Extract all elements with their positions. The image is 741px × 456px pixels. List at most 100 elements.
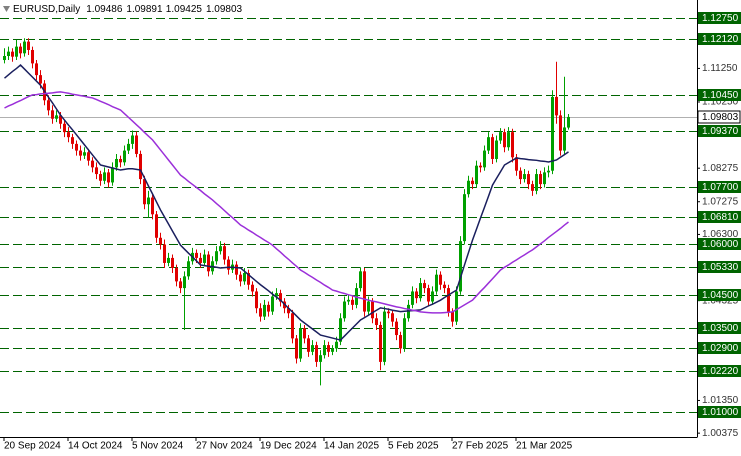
candle-body (155, 214, 158, 238)
candle-body (307, 338, 310, 352)
candle-body (483, 150, 486, 168)
level-label: 1.12120 (702, 34, 739, 45)
candle-body (391, 313, 394, 322)
candle-body (163, 244, 166, 263)
candle-body (503, 132, 506, 148)
candle-body (87, 152, 90, 161)
candle-body (67, 132, 70, 138)
candle-body (15, 46, 18, 57)
candle-body (275, 293, 278, 297)
candle-body (491, 137, 494, 159)
candle-body (567, 116, 570, 128)
candle-body (247, 273, 250, 285)
header-close: 1.09803 (206, 4, 243, 15)
y-tick-label: 1.06300 (702, 229, 739, 240)
y-tick-label: 1.11250 (702, 63, 738, 74)
candle-body (147, 197, 150, 205)
candle-body (315, 345, 318, 362)
candle-body (123, 150, 126, 163)
candle-body (555, 96, 558, 116)
candle-body (107, 172, 110, 183)
candle-body (291, 313, 294, 339)
candle-body (379, 324, 382, 362)
level-label-box (698, 12, 741, 24)
candle-body (467, 180, 470, 195)
chart-title: EURUSD,Daily (13, 4, 80, 15)
candle-body (299, 328, 302, 359)
candle-body (515, 157, 518, 171)
candle-body (219, 246, 222, 252)
header-open: 1.09486 (86, 4, 123, 15)
candle-body (375, 318, 378, 325)
moving-average-line (4, 91, 569, 314)
candle-body (455, 291, 458, 322)
level-label-box (698, 33, 741, 45)
candle-body (447, 288, 450, 312)
candle-body (563, 127, 566, 151)
level-label: 1.02220 (702, 366, 739, 377)
level-label-box (698, 342, 741, 354)
candle-body (507, 132, 510, 148)
y-tick-label: 1.01350 (702, 395, 739, 406)
candle-body (439, 274, 442, 285)
candle-body (127, 143, 130, 151)
level-label: 1.10450 (702, 90, 739, 101)
candle-body (435, 274, 438, 292)
candle-body (47, 100, 50, 111)
level-label: 1.02900 (702, 343, 739, 354)
level-label-box (698, 289, 741, 301)
candle-body (411, 291, 414, 305)
candle-body (371, 301, 374, 319)
candle-body (443, 284, 446, 289)
x-tick-label: 21 Mar 2025 (516, 441, 573, 452)
candle-body (251, 284, 254, 292)
candle-body (543, 172, 546, 185)
candle-body (475, 165, 478, 185)
candle-body (339, 318, 342, 342)
candle-body (295, 338, 298, 359)
candle-body (223, 246, 226, 260)
candle-body (271, 296, 274, 312)
level-label-box (698, 89, 741, 101)
candle-body (531, 184, 534, 191)
level-label-box (698, 125, 741, 137)
candle-body (395, 321, 398, 336)
candle-body (227, 259, 230, 270)
chart-header: EURUSD,Daily 1.09486 1.09891 1.09425 1.09803 (13, 4, 243, 15)
candle-body (131, 135, 134, 144)
candle-body (279, 293, 282, 302)
candle-body (547, 170, 550, 173)
candle-body (7, 51, 10, 57)
candle-body (327, 345, 330, 352)
candle-body (195, 252, 198, 258)
candle-body (59, 115, 62, 124)
candle-body (527, 174, 530, 185)
candle-body (183, 276, 186, 289)
candle-body (263, 304, 266, 317)
candle-body (91, 160, 94, 168)
candle-body (427, 288, 430, 302)
candle-body (111, 167, 114, 183)
x-tick-label: 19 Dec 2024 (260, 441, 317, 452)
candle-body (143, 179, 146, 205)
candle-body (559, 115, 562, 151)
candle-body (171, 257, 174, 268)
level-label: 1.06000 (702, 239, 739, 250)
candle-body (27, 41, 30, 50)
last-price-box (697, 110, 741, 124)
candle-body (115, 158, 118, 168)
candle-body (415, 291, 418, 299)
candle-body (311, 345, 314, 352)
candle-body (31, 49, 34, 64)
candle-body (55, 115, 58, 119)
candle-body (199, 257, 202, 263)
candle-body (363, 271, 366, 312)
candle-body (175, 267, 178, 282)
candle-body (3, 56, 6, 61)
candle-body (347, 299, 350, 302)
candle-body (383, 311, 386, 362)
level-label: 1.06810 (702, 212, 739, 223)
